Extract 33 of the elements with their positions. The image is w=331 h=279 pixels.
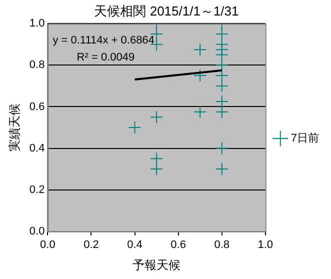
y-tick-label: 1.0 (29, 18, 45, 30)
y-axis-title: 実績天候 (8, 104, 22, 152)
point (215, 95, 228, 108)
y-tick-label: 0.0 (29, 225, 45, 238)
point (215, 69, 228, 82)
annotation: y = 0.1114x + 0.6864 (52, 34, 154, 47)
point (215, 58, 228, 72)
point (194, 105, 207, 118)
annotation: R² = 0.0049 (76, 52, 135, 64)
point (215, 79, 228, 92)
point (150, 152, 164, 166)
x-tick-label: 1.0 (258, 239, 274, 252)
y-tick-label: 0.4 (29, 142, 45, 154)
point (128, 121, 142, 134)
point (215, 162, 228, 176)
point (150, 110, 164, 124)
y-tick-label: 0.8 (29, 59, 45, 72)
point (215, 48, 228, 62)
x-tick-label: 0.6 (170, 239, 186, 252)
point (215, 142, 228, 155)
y-tick-label: 0.2 (29, 184, 45, 196)
x-tick-label: 0.8 (214, 239, 230, 252)
point (150, 162, 164, 176)
x-axis-title: 予報天候 (132, 258, 181, 272)
y-tick-label: 0.6 (29, 100, 45, 113)
x-tick-label: 0.4 (127, 239, 142, 252)
point (194, 43, 207, 56)
legend-label: 7日前 (290, 132, 320, 145)
x-tick-label: 0.2 (84, 239, 99, 252)
point (215, 105, 228, 118)
point (215, 27, 228, 40)
x-tick-label: 0.0 (40, 239, 56, 252)
chart-title: 天候相関 2015/1/1～1/31 (94, 3, 239, 18)
